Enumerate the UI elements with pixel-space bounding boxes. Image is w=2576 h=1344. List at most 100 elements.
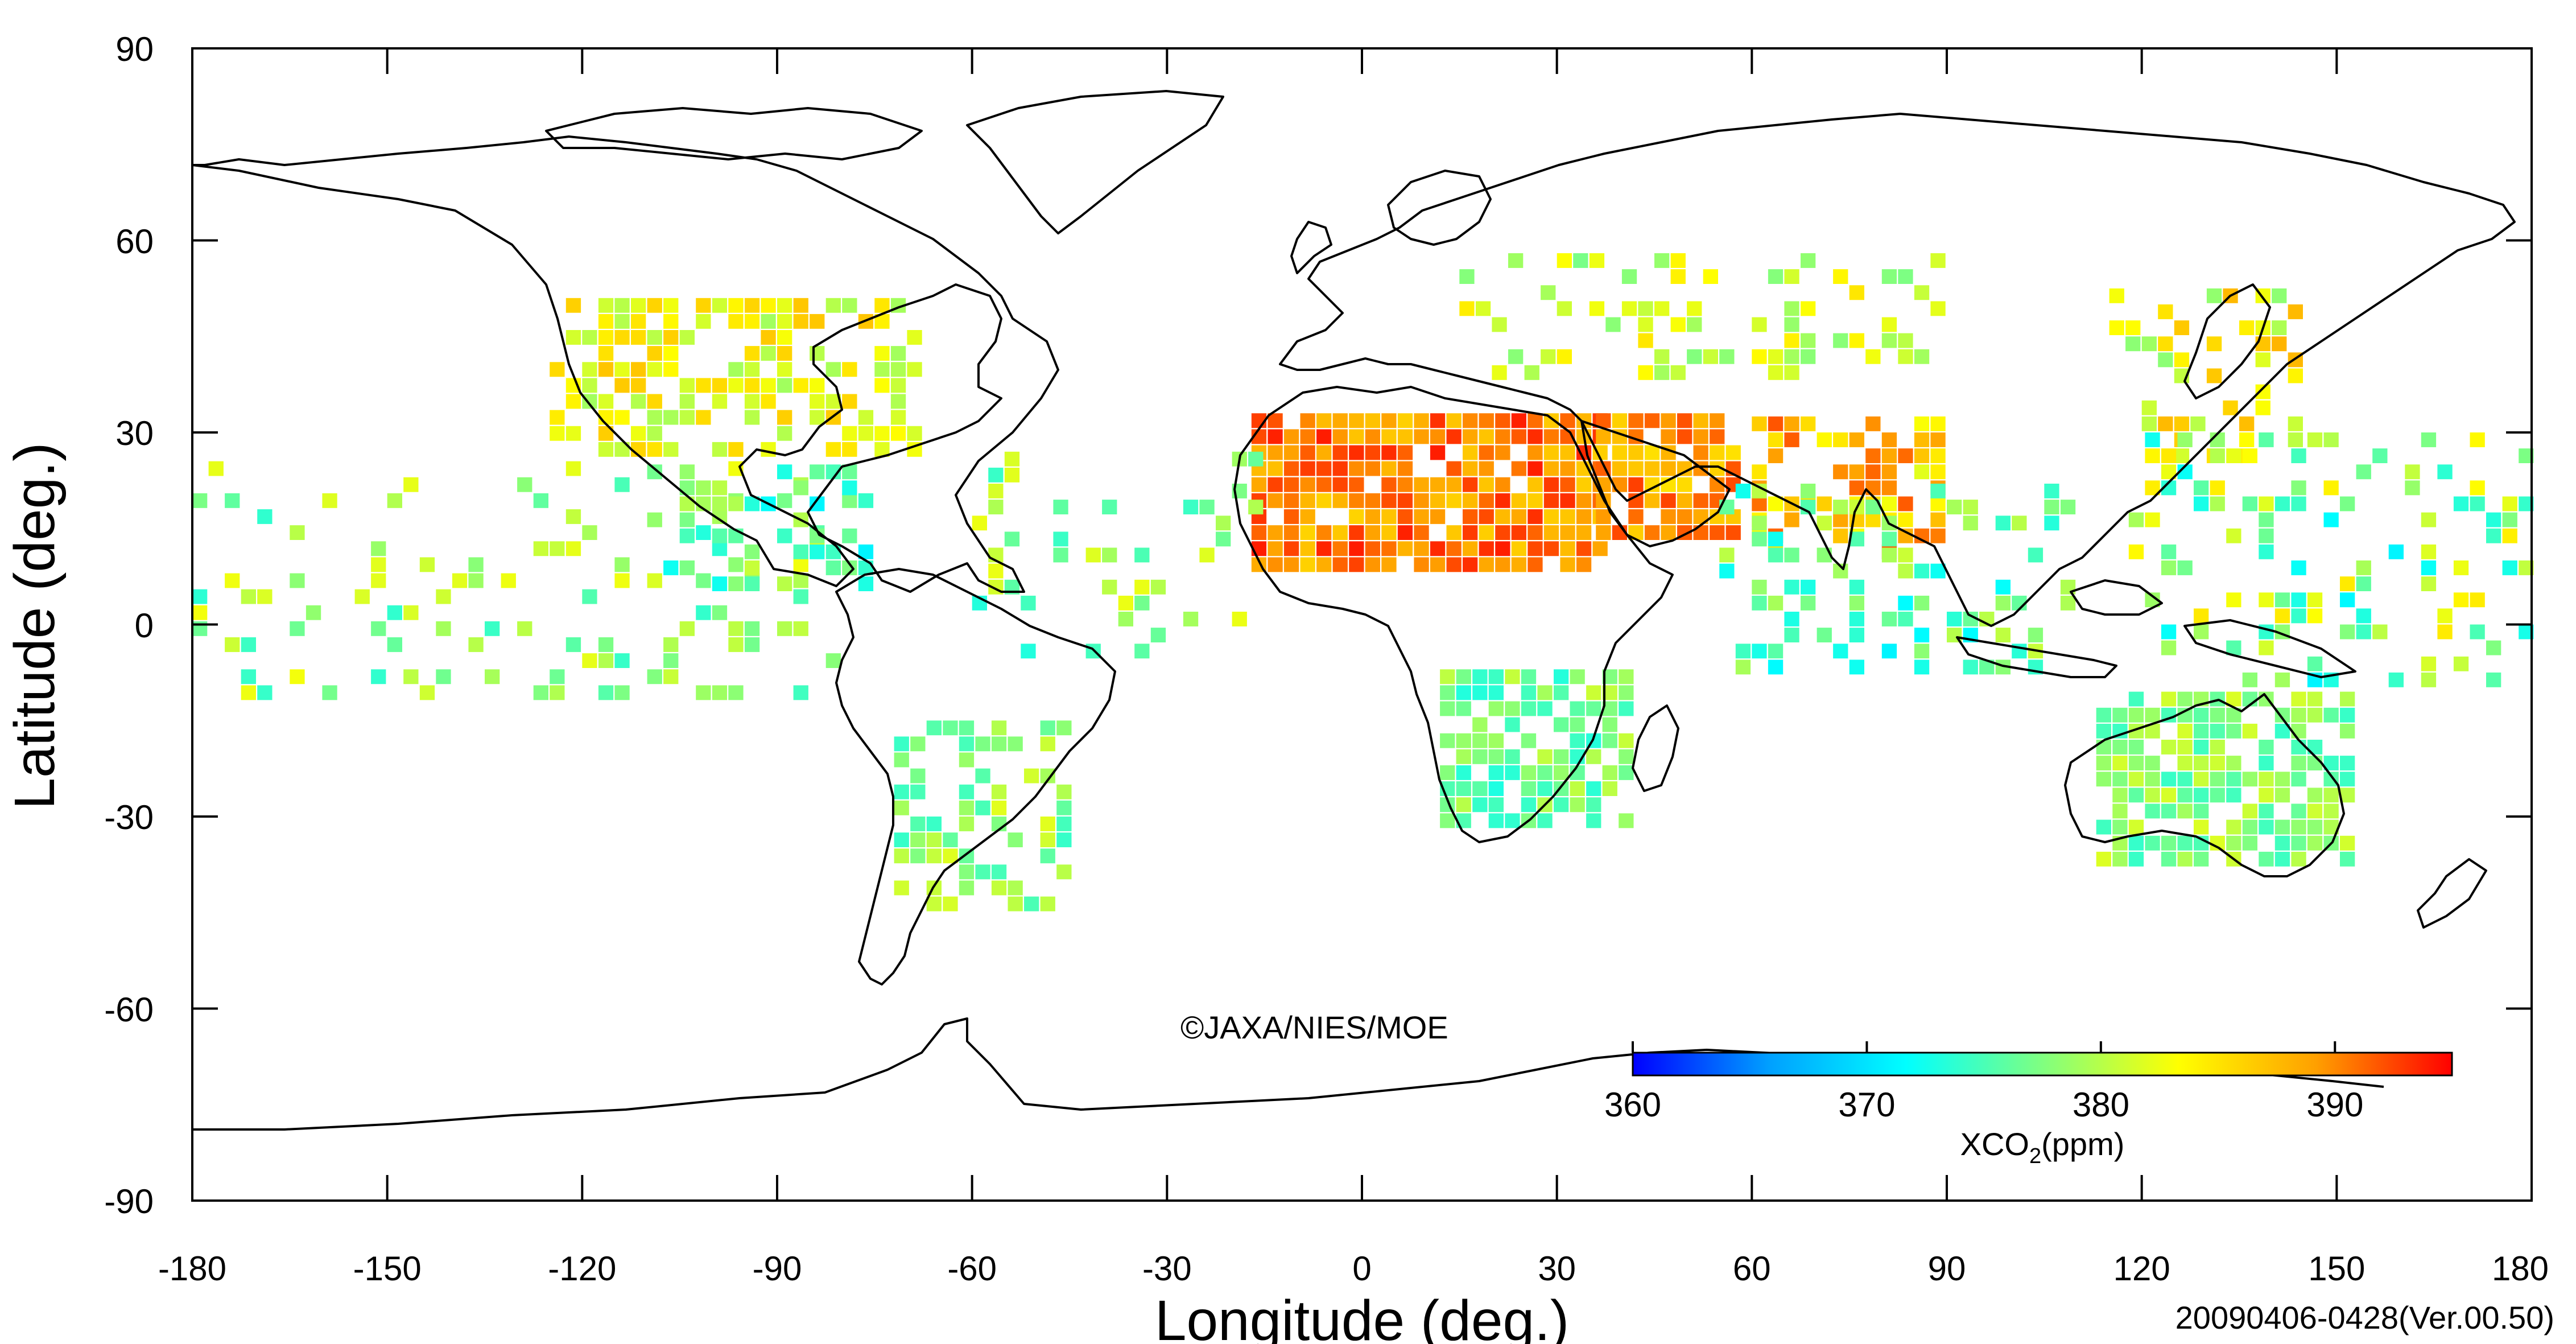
heatmap-cell (1300, 429, 1315, 444)
heatmap-cell (1472, 669, 1488, 685)
heatmap-cell (2340, 788, 2355, 803)
heatmap-cell (1456, 685, 1471, 700)
heatmap-cell (1687, 301, 1702, 316)
heatmap-cell (1801, 579, 1816, 595)
heatmap-cell (761, 314, 776, 329)
heatmap-cell (991, 736, 1007, 752)
heatmap-cell (452, 573, 468, 588)
heatmap-cell (1472, 797, 1488, 813)
heatmap-cell (614, 314, 630, 329)
heatmap-cell (910, 784, 926, 799)
heatmap-cell (1687, 349, 1702, 364)
heatmap-cell (2470, 432, 2485, 447)
heatmap-cell (2288, 432, 2303, 447)
heatmap-cell (2453, 560, 2469, 575)
heatmap-cell (565, 426, 581, 441)
heatmap-cell (1300, 509, 1315, 524)
heatmap-cell (1621, 269, 1637, 284)
heatmap-cell (647, 442, 662, 457)
x-tick-label: -60 (947, 1250, 997, 1288)
heatmap-cell (1056, 720, 1072, 736)
heatmap-cell (1735, 659, 1751, 675)
heatmap-cell (290, 621, 305, 636)
heatmap-cell (1628, 445, 1644, 460)
heatmap-cell (1801, 595, 1816, 611)
heatmap-cell (712, 442, 728, 457)
heatmap-cell (565, 394, 581, 409)
heatmap-cell (1784, 612, 1799, 626)
heatmap-cell (874, 362, 890, 377)
heatmap-cell (1521, 733, 1537, 748)
heatmap-cell (1619, 749, 1634, 764)
heatmap-cell (2372, 624, 2388, 640)
heatmap-cell (2259, 756, 2274, 770)
heatmap-cell (1511, 525, 1526, 540)
heatmap-cell (894, 800, 909, 815)
heatmap-cell (1397, 525, 1413, 540)
heatmap-cell (2405, 480, 2420, 496)
heatmap-cell (2259, 624, 2274, 640)
heatmap-cell (2141, 416, 2157, 431)
heatmap-cell (1488, 781, 1504, 796)
heatmap-cell (1472, 733, 1488, 748)
heatmap-cell (1316, 445, 1332, 460)
heatmap-cell (874, 298, 890, 313)
heatmap-cell (1495, 445, 1510, 460)
coast-eurasia (1279, 113, 2516, 627)
heatmap-cell (1183, 500, 1199, 514)
heatmap-cell (1004, 467, 1020, 483)
heatmap-cell (2174, 320, 2190, 335)
heatmap-cell (565, 298, 581, 313)
heatmap-cell (2470, 624, 2485, 640)
heatmap-cell (1511, 541, 1526, 556)
heatmap-cell (2453, 496, 2469, 512)
heatmap-cell (1560, 445, 1575, 460)
heatmap-cell (696, 298, 711, 313)
heatmap-cell (1752, 464, 1767, 480)
heatmap-cell (1397, 413, 1413, 428)
heatmap-cell (825, 560, 841, 575)
heatmap-cell (631, 314, 646, 329)
heatmap-cell (1332, 445, 1348, 460)
heatmap-cell (2161, 448, 2177, 463)
heatmap-cell (926, 817, 942, 831)
heatmap-cell (2177, 723, 2193, 739)
heatmap-cell (1332, 541, 1348, 556)
heatmap-cell (1670, 269, 1686, 284)
heatmap-cell (1677, 477, 1692, 492)
heatmap-cell (1768, 595, 1784, 611)
heatmap-cell (1644, 525, 1660, 540)
heatmap-cell (2128, 788, 2144, 803)
heatmap-cell (1430, 541, 1446, 556)
heatmap-cell (225, 573, 240, 588)
heatmap-cell (614, 410, 630, 425)
heatmap-cell (894, 832, 909, 847)
heatmap-cell (1283, 477, 1299, 492)
heatmap-cell (1397, 541, 1413, 556)
heatmap-cell (598, 685, 614, 700)
heatmap-cell (2177, 851, 2193, 867)
heatmap-cell (1316, 525, 1332, 540)
heatmap-cell (1677, 493, 1692, 508)
heatmap-cell (2356, 464, 2371, 480)
y-tick-label: 0 (135, 607, 154, 645)
heatmap-cell (1752, 644, 1767, 659)
heatmap-cell (2194, 803, 2209, 819)
heatmap-cell (744, 560, 760, 575)
heatmap-cell (614, 477, 630, 492)
heatmap-cell (1719, 563, 1735, 579)
heatmap-cell (1560, 557, 1575, 572)
heatmap-cell (192, 589, 208, 604)
heatmap-cell (2259, 788, 2274, 803)
heatmap-cell (1963, 659, 1978, 675)
heatmap-cell (1628, 413, 1644, 428)
heatmap-cell (1463, 461, 1478, 476)
heatmap-cell (2060, 595, 2076, 611)
y-tick-labels: 90 60 30 0 -30 -60 -90 (104, 30, 154, 1221)
heatmap-cell (1612, 461, 1628, 476)
heatmap-cell (1365, 493, 1380, 508)
heatmap-cell (2226, 756, 2241, 770)
heatmap-cell (1638, 333, 1653, 348)
heatmap-cell (761, 330, 776, 345)
heatmap-cell (1963, 516, 1978, 531)
